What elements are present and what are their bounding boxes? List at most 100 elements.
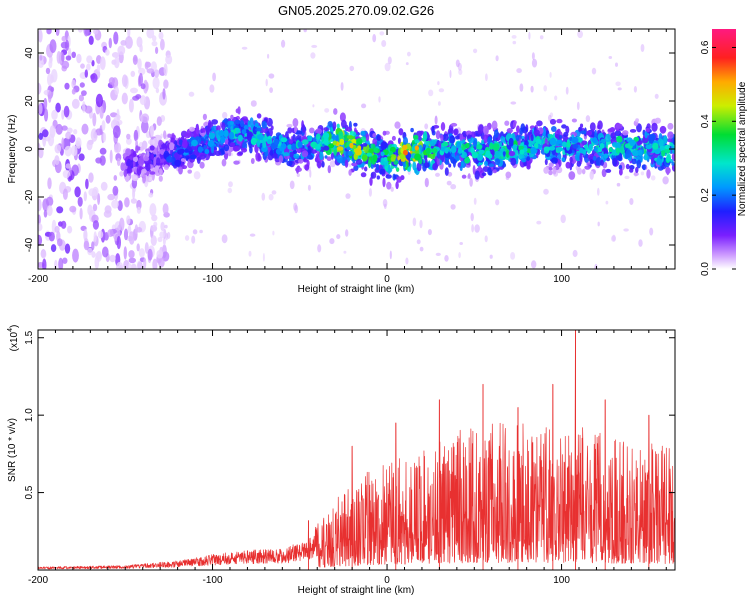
heatmap-cell xyxy=(547,133,551,138)
heatmap-cell xyxy=(237,151,244,156)
heatmap-cell xyxy=(343,250,347,254)
heatmap-cell xyxy=(199,229,203,234)
heatmap-cell xyxy=(667,131,674,139)
heatmap-cell xyxy=(105,49,110,56)
heatmap-cell xyxy=(579,153,583,163)
heatmap-cell xyxy=(202,113,207,121)
heatmap-cell xyxy=(416,239,421,245)
heatmap-cell xyxy=(561,157,566,162)
heatmap-cell xyxy=(286,123,293,128)
heatmap-cell xyxy=(380,141,388,151)
heatmap-cell xyxy=(93,231,97,243)
heatmap-cell xyxy=(102,132,107,143)
heatmap-cell xyxy=(642,164,646,171)
heatmap-cell xyxy=(109,149,113,164)
heatmap-cell xyxy=(143,156,150,162)
heatmap-cell xyxy=(619,145,625,155)
snr-panel: -200 -100 0 100 0.5 1.0 1.5 Height of straight… xyxy=(7,325,676,596)
heatmap-cell xyxy=(294,204,299,214)
heatmap-cell xyxy=(536,220,542,225)
heatmap-cell xyxy=(322,132,330,140)
heatmap-cell xyxy=(246,133,252,141)
heatmap-cell xyxy=(146,150,150,158)
heatmap-cell xyxy=(309,127,315,134)
heatmap-cell xyxy=(360,130,366,136)
heatmap-cell xyxy=(166,156,173,163)
heatmap-cell xyxy=(180,158,186,162)
heatmap-cell xyxy=(345,193,351,199)
heatmap-cell xyxy=(289,151,294,157)
heatmap-cell xyxy=(48,59,53,69)
heatmap-cell xyxy=(576,101,580,111)
heatmap-cell xyxy=(589,170,594,180)
heatmap-cell xyxy=(431,125,435,134)
heatmap-cell xyxy=(516,68,522,74)
snr-marks xyxy=(38,330,675,570)
heatmap-cell xyxy=(133,156,138,163)
heatmap-cell xyxy=(450,204,456,210)
heatmap-cell xyxy=(143,257,147,269)
heatmap-cell xyxy=(88,35,94,45)
heatmap-cell xyxy=(77,29,83,33)
heatmap-cell xyxy=(278,155,284,163)
heatmap-cell xyxy=(605,133,611,143)
heatmap-cell xyxy=(539,35,544,40)
heatmap-cell xyxy=(117,200,123,212)
heatmap-cell xyxy=(615,62,618,67)
heatmap-cell xyxy=(297,141,303,149)
heatmap-cell xyxy=(576,160,582,167)
heatmap-cell xyxy=(167,133,172,138)
heatmap-cell xyxy=(307,184,311,191)
colorbar-ticks: 0.0 0.2 0.4 0.6 xyxy=(700,40,736,276)
heatmap-cell xyxy=(592,137,598,144)
heatmap-cell xyxy=(125,148,132,156)
heatmap-cell xyxy=(240,120,244,128)
heatmap-cell xyxy=(635,166,639,173)
heatmap-cell xyxy=(348,169,352,176)
heatmap-cell xyxy=(304,164,310,171)
heatmap-cell xyxy=(494,158,501,166)
heatmap-cell xyxy=(268,73,275,79)
heatmap-cell xyxy=(92,203,98,212)
heatmap-cell xyxy=(454,154,461,161)
heatmap-cell xyxy=(61,109,65,120)
heatmap-cell xyxy=(369,177,373,186)
heatmap-cell xyxy=(127,165,131,173)
heatmap-cell xyxy=(204,148,210,155)
heatmap-cell xyxy=(376,175,380,180)
heatmap-cell xyxy=(605,168,612,173)
heatmap-cell xyxy=(230,142,235,148)
heatmap-cell xyxy=(515,134,520,142)
heatmap-cell xyxy=(282,152,290,157)
heatmap-cell xyxy=(543,146,551,152)
heatmap-cell xyxy=(250,137,257,146)
heatmap-cell xyxy=(521,158,527,163)
heatmap-cell xyxy=(339,112,346,122)
colorbar-tick-label: 0.4 xyxy=(700,114,711,128)
heatmap-cell xyxy=(75,137,82,149)
heatmap-cell xyxy=(71,51,76,58)
heatmap-cell xyxy=(362,154,368,161)
heatmap-cell xyxy=(338,131,344,141)
heatmap-cell xyxy=(141,168,147,174)
heatmap-cell xyxy=(64,82,70,90)
heatmap-cell xyxy=(355,158,363,165)
heatmap-cell xyxy=(140,146,145,151)
heatmap-cell xyxy=(476,144,483,150)
heatmap-cell xyxy=(140,83,146,90)
heatmap-cell xyxy=(292,118,299,128)
heatmap-cell xyxy=(654,93,659,99)
snr-series-line xyxy=(38,330,675,570)
heatmap-cell xyxy=(473,197,477,205)
heatmap-cell xyxy=(131,174,138,180)
heatmap-cell xyxy=(211,119,219,125)
heatmap-cell xyxy=(192,229,198,235)
heatmap-cell xyxy=(123,169,128,177)
heatmap-cell xyxy=(495,55,499,62)
heatmap-cell xyxy=(489,254,493,259)
heatmap-cell xyxy=(133,129,139,142)
heatmap-cell xyxy=(436,157,440,167)
heatmap-cell xyxy=(375,163,380,171)
heatmap-cell xyxy=(470,213,474,222)
x-tick-label: 0 xyxy=(384,274,390,285)
